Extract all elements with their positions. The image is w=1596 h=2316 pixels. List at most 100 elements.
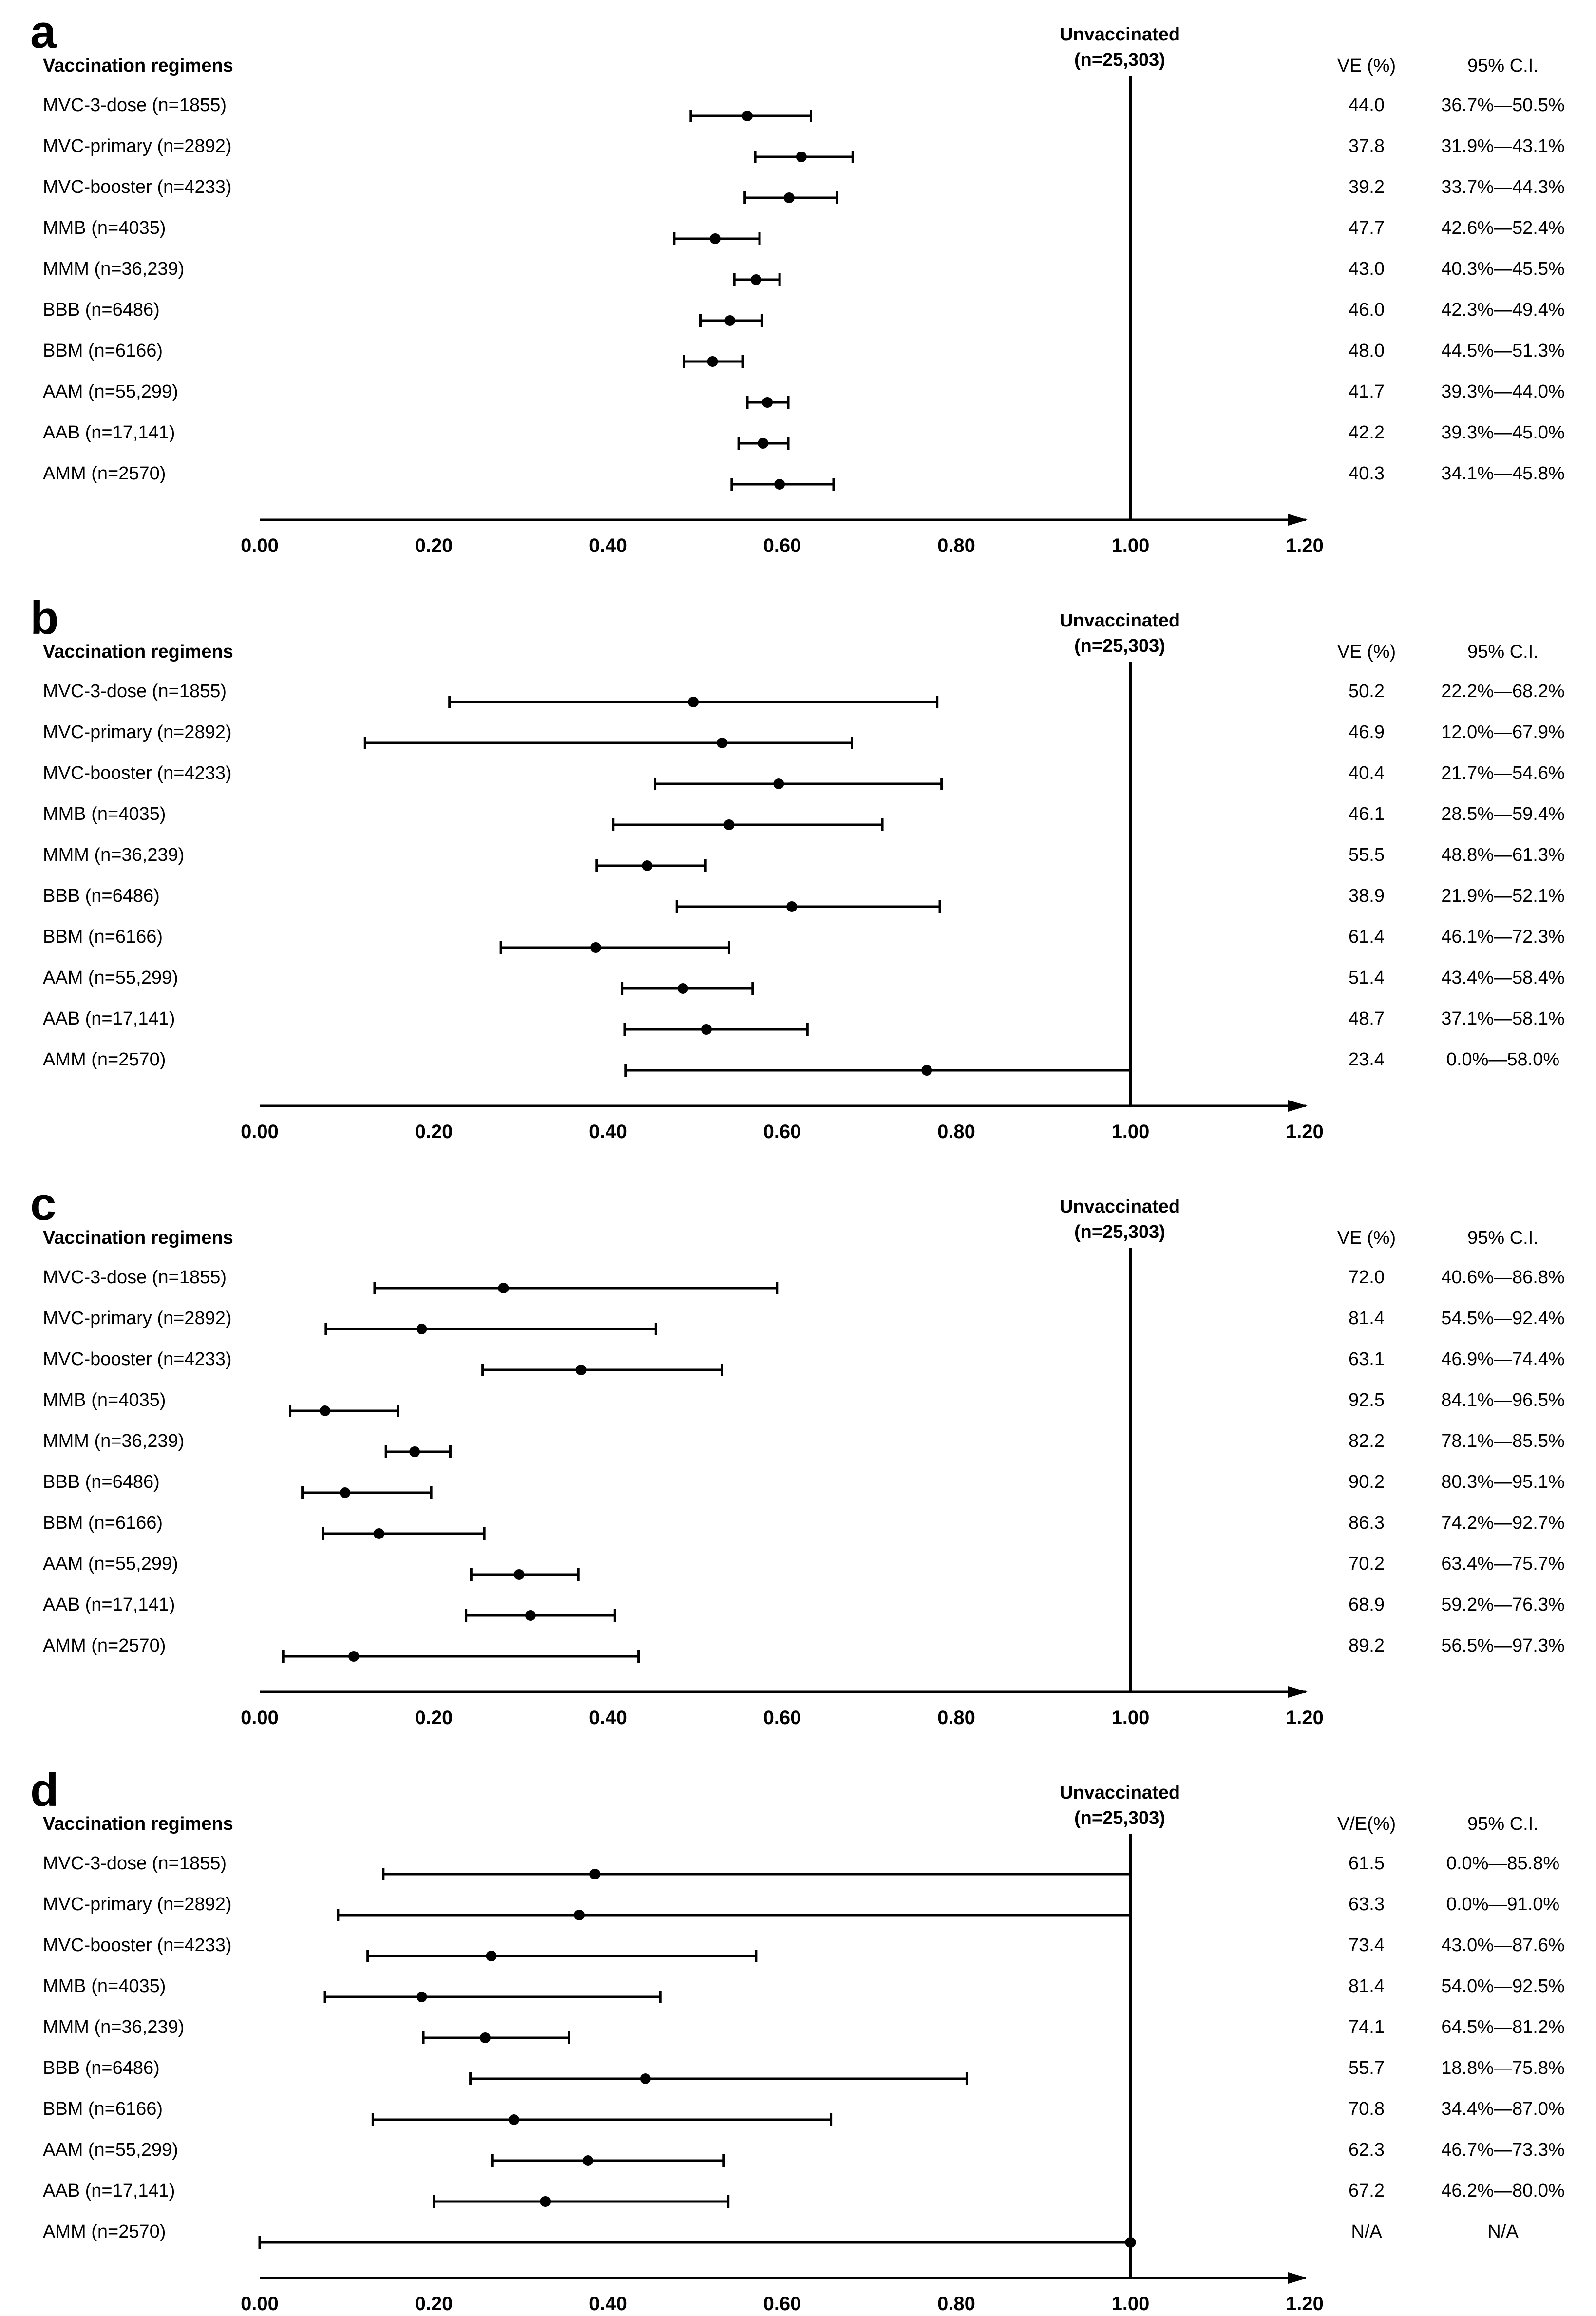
ve-value: 86.3 [1349,1513,1385,1533]
ve-value: 51.4 [1349,968,1385,988]
ci-value: 64.5%—81.2% [1441,2017,1565,2037]
ci-value: 39.3%—44.0% [1441,381,1565,402]
ci-value: 31.9%—43.1% [1441,136,1565,156]
x-tick-label: 1.00 [1112,2293,1150,2315]
estimate-point [575,1365,587,1375]
ci-value: 56.5%—97.3% [1441,1635,1565,1656]
regimen-label: MVC-primary (n=2892) [43,1308,232,1329]
ci-value: 28.5%—59.4% [1441,804,1565,824]
ve-value: 43.0 [1349,259,1385,279]
ci-value: 40.3%—45.5% [1441,259,1565,279]
regimens-header: Vaccination regimens [43,1228,233,1248]
x-tick-label: 1.00 [1112,1121,1150,1142]
regimen-label: BBB (n=6486) [43,2058,160,2078]
ve-value: 70.2 [1349,1554,1385,1574]
estimate-point [589,1869,601,1879]
ci-value: 54.5%—92.4% [1441,1308,1565,1329]
regimen-label: AAM (n=55,299) [43,381,178,402]
regimen-label: AMM (n=2570) [43,463,166,484]
ve-header: V/E(%) [1337,1814,1396,1834]
regimen-label: BBM (n=6166) [43,341,163,361]
regimen-label: MVC-3-dose (n=1855) [43,95,227,115]
regimen-label: MMB (n=4035) [43,1390,166,1410]
panel-letter: d [30,1764,59,1816]
estimate-point [320,1405,331,1416]
ci-value: 46.2%—80.0% [1441,2181,1565,2201]
ve-value: 61.5 [1349,1853,1385,1874]
estimate-point [640,2073,651,2084]
ci-value: 54.0%—92.5% [1441,1976,1565,1996]
regimen-label: AAB (n=17,141) [43,2181,175,2201]
estimate-point [750,274,761,285]
ci-header: 95% C.I. [1467,1228,1539,1248]
regimen-label: MVC-3-dose (n=1855) [43,1853,227,1874]
ve-value: 72.0 [1349,1267,1385,1288]
ci-value: 34.1%—45.8% [1441,463,1565,484]
estimate-point [508,2114,519,2125]
regimen-label: AMM (n=2570) [43,1635,166,1656]
ve-value: 48.7 [1349,1008,1385,1029]
regimen-label: BBM (n=6166) [43,2099,163,2119]
estimate-point [486,1951,497,1961]
regimen-label: AAB (n=17,141) [43,1008,175,1029]
x-axis-arrowhead [1288,1686,1308,1698]
regimen-label: MMB (n=4035) [43,218,166,238]
estimate-point [783,192,795,203]
ci-value: 84.1%—96.5% [1441,1390,1565,1410]
estimate-point [373,1528,384,1539]
reference-count: (n=25,303) [1074,636,1165,656]
ci-value: 48.8%—61.3% [1441,845,1565,865]
regimen-label: MMM (n=36,239) [43,1431,184,1451]
ve-value: 46.9 [1349,722,1385,742]
ve-value: 40.4 [1349,763,1385,783]
ci-value: 74.2%—92.7% [1441,1513,1565,1533]
estimate-point [513,1569,525,1580]
ve-value: 38.9 [1349,886,1385,906]
x-tick-label: 0.40 [589,1707,627,1728]
regimen-label: MVC-primary (n=2892) [43,136,232,156]
regimen-label: BBM (n=6166) [43,1513,163,1533]
reference-count: (n=25,303) [1074,1808,1165,1828]
regimens-header: Vaccination regimens [43,642,233,662]
reference-count: (n=25,303) [1074,50,1165,70]
estimate-point [707,356,718,367]
ci-value: 40.6%—86.8% [1441,1267,1565,1288]
ve-value: 89.2 [1349,1635,1385,1656]
ve-header: VE (%) [1337,1228,1396,1248]
ci-value: 63.4%—75.7% [1441,1554,1565,1574]
ci-value: 0.0%—58.0% [1446,1049,1559,1070]
x-tick-label: 0.40 [589,2293,627,2315]
x-tick-label: 0.80 [937,535,975,556]
regimen-label: MMM (n=36,239) [43,2017,184,2037]
ci-value: 46.9%—74.4% [1441,1349,1565,1369]
panel-letter: b [30,592,59,644]
estimate-point [717,738,728,748]
ve-value: 55.5 [1349,845,1385,865]
ci-value: 43.0%—87.6% [1441,1935,1565,1955]
estimate-point [688,697,699,707]
ci-value: 43.4%—58.4% [1441,968,1565,988]
estimate-point [582,2155,593,2166]
ve-value: N/A [1351,2221,1382,2242]
x-axis-arrowhead [1288,514,1308,526]
regimens-header: Vaccination regimens [43,56,233,76]
ve-value: 90.2 [1349,1472,1385,1492]
ve-value: 81.4 [1349,1308,1385,1329]
regimen-label: BBB (n=6486) [43,886,160,906]
ci-value: 46.1%—72.3% [1441,927,1565,947]
ve-value: 46.0 [1349,300,1385,320]
ve-value: 62.3 [1349,2140,1385,2160]
x-tick-label: 0.80 [937,1707,975,1728]
regimen-label: MMB (n=4035) [43,1976,166,1996]
x-tick-label: 0.40 [589,1121,627,1142]
ci-value: 80.3%—95.1% [1441,1472,1565,1492]
ci-value: 0.0%—91.0% [1446,1894,1559,1915]
x-tick-label: 1.20 [1286,1707,1324,1728]
ve-value: 81.4 [1349,1976,1385,1996]
ve-value: 70.8 [1349,2099,1385,2119]
regimen-label: MVC-booster (n=4233) [43,1349,232,1369]
estimate-point [525,1610,536,1621]
estimate-point [921,1065,932,1076]
